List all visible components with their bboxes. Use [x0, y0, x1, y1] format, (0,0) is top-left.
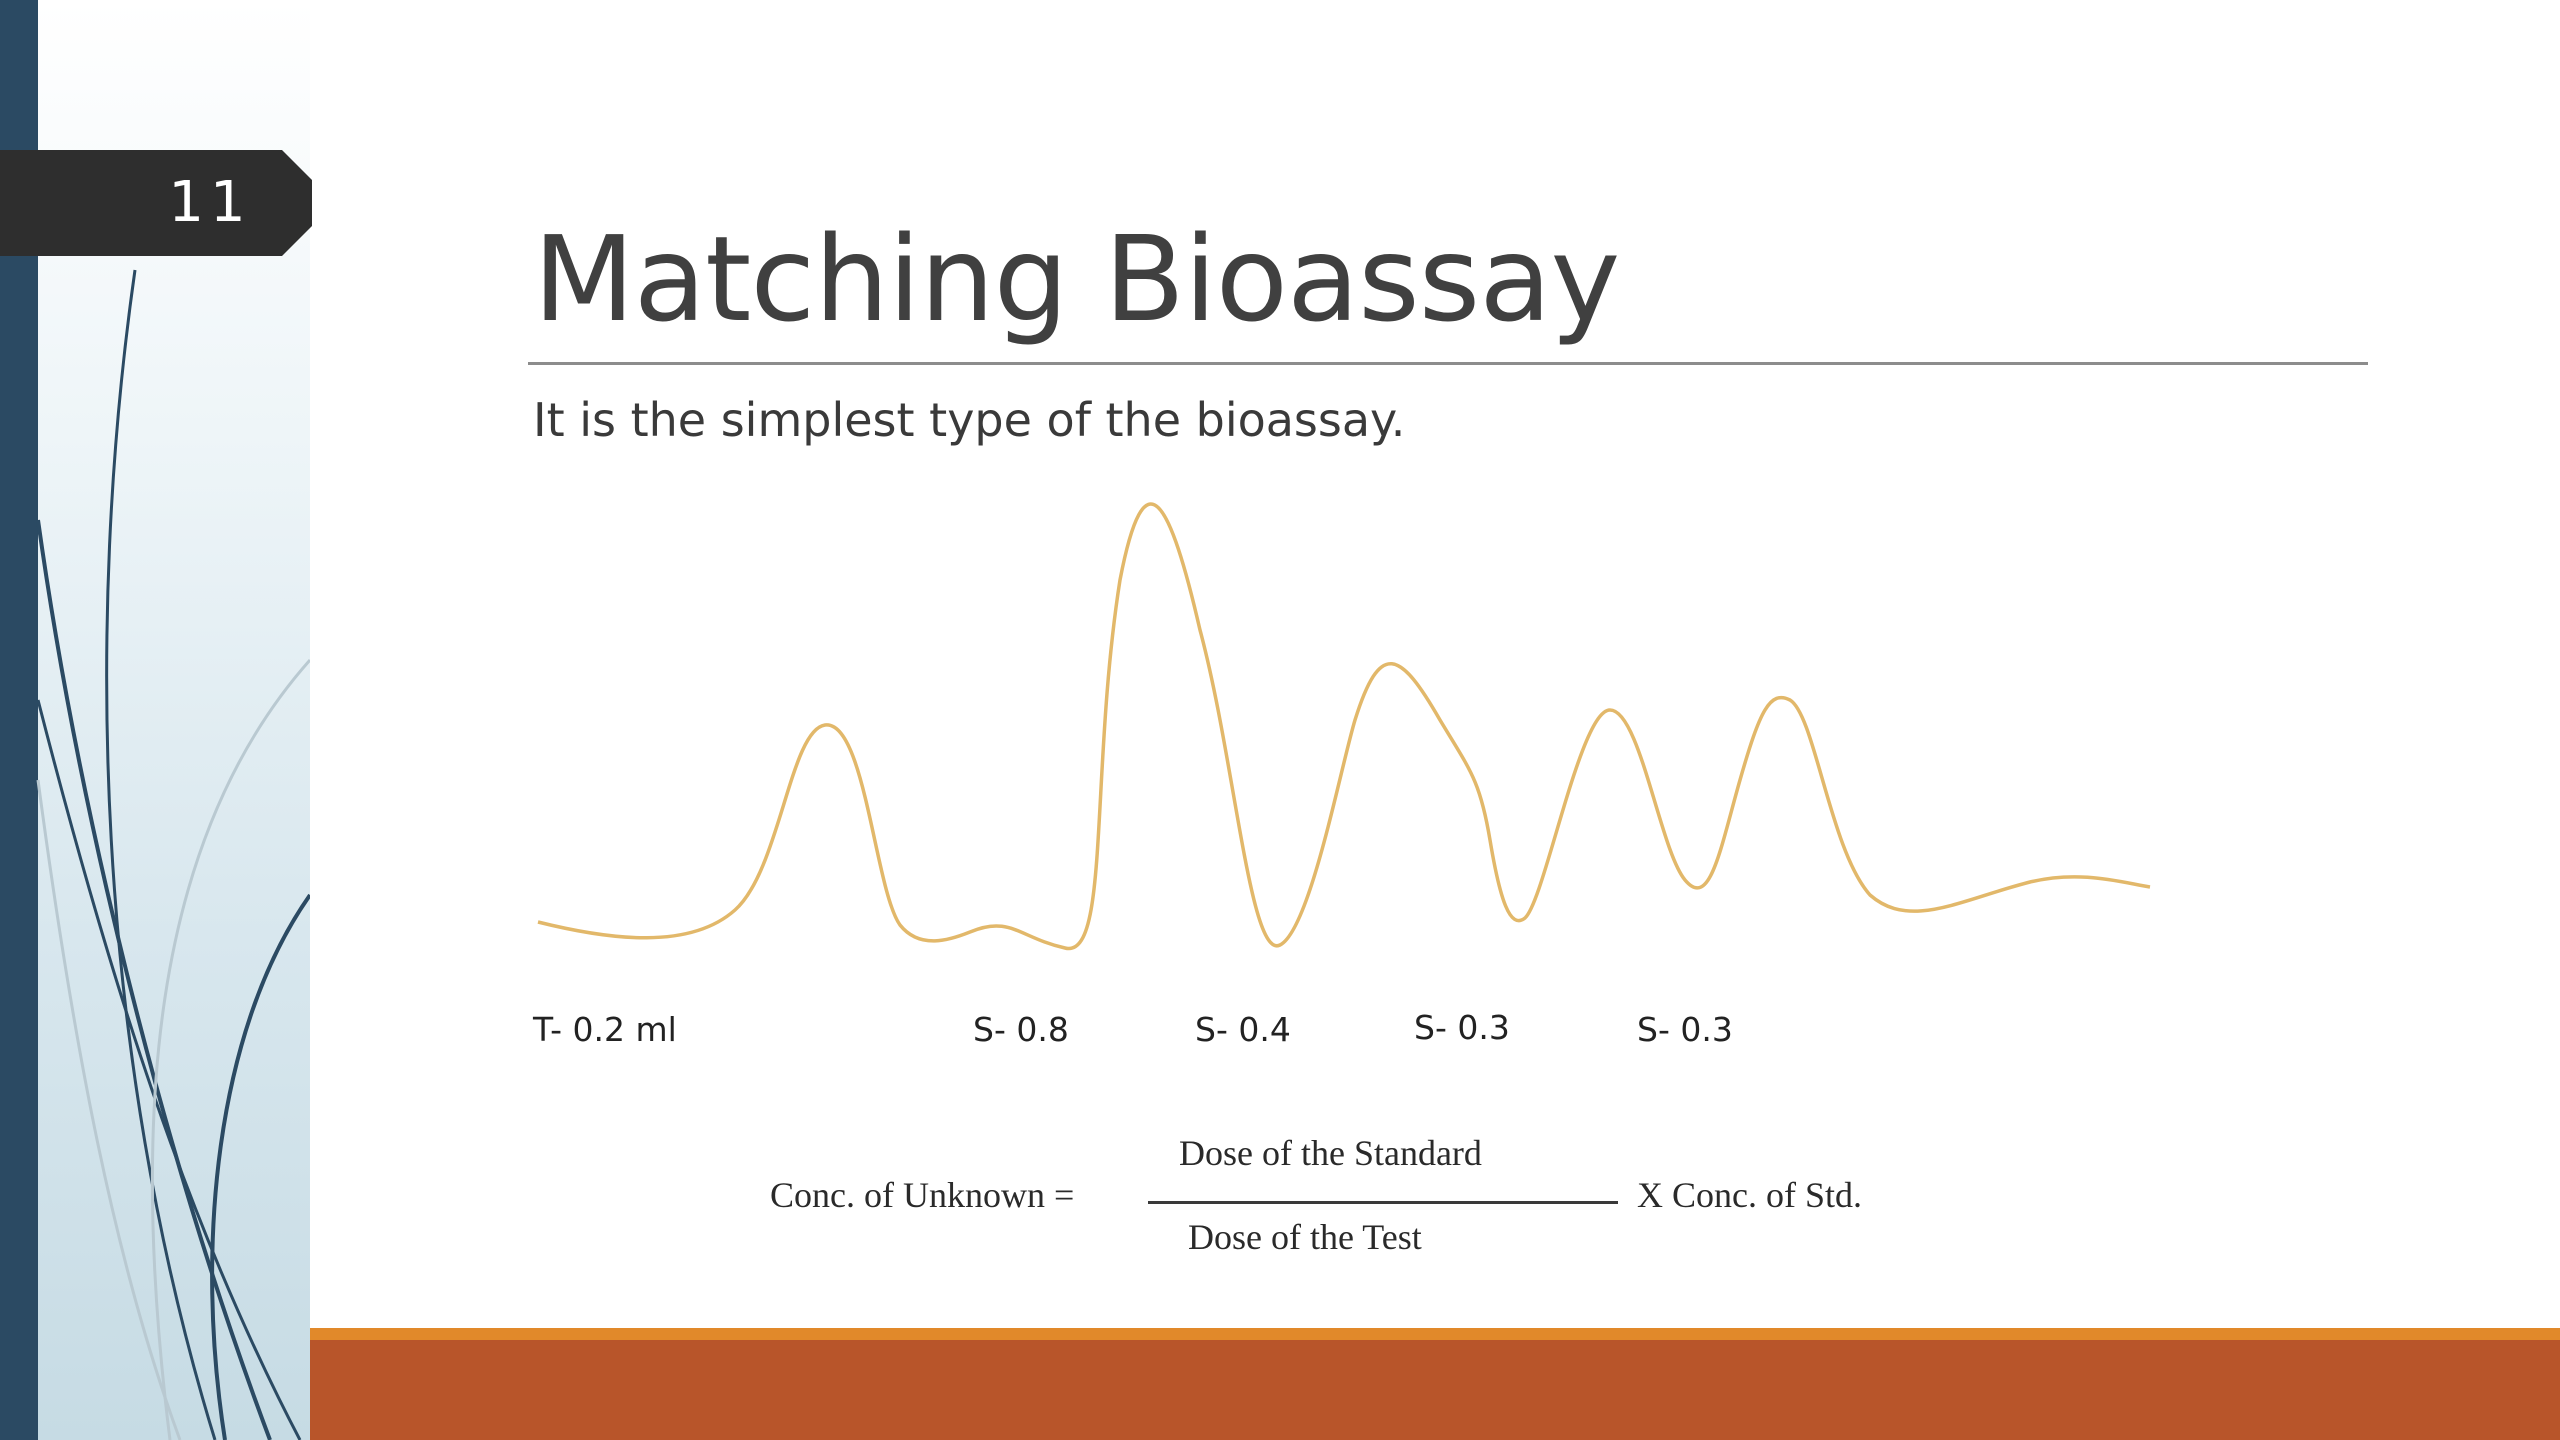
- slide-number-tab: [0, 150, 312, 256]
- slide-number: 11: [168, 170, 252, 235]
- slide-subtitle: It is the simplest type of the bioassay.: [533, 393, 1406, 447]
- title-divider: [528, 362, 2368, 365]
- bioassay-trace-chart: [537, 502, 2151, 951]
- formula-left-side: Conc. of Unknown =: [770, 1175, 1075, 1215]
- formula-right-side: X Conc. of Std.: [1637, 1175, 1862, 1215]
- formula-denominator: Dose of the Test: [1188, 1217, 1422, 1257]
- chart-label-std-1: S- 0.8: [973, 1010, 1069, 1049]
- chart-label-std-2: S- 0.4: [1195, 1010, 1291, 1049]
- formula-fraction-bar: [1148, 1201, 1618, 1204]
- bottom-footer-bar: [310, 1340, 2560, 1440]
- chart-label-std-3: S- 0.3: [1414, 1008, 1510, 1047]
- response-trace: [537, 502, 2151, 951]
- chart-label-std-4: S- 0.3: [1637, 1010, 1733, 1049]
- decorative-swooshes: [36, 269, 310, 1440]
- formula-numerator: Dose of the Standard: [1179, 1133, 1482, 1173]
- chart-label-test: T- 0.2 ml: [533, 1010, 677, 1049]
- bottom-accent-stripe: [310, 1328, 2560, 1340]
- slide-title: Matching Bioassay: [533, 210, 1620, 348]
